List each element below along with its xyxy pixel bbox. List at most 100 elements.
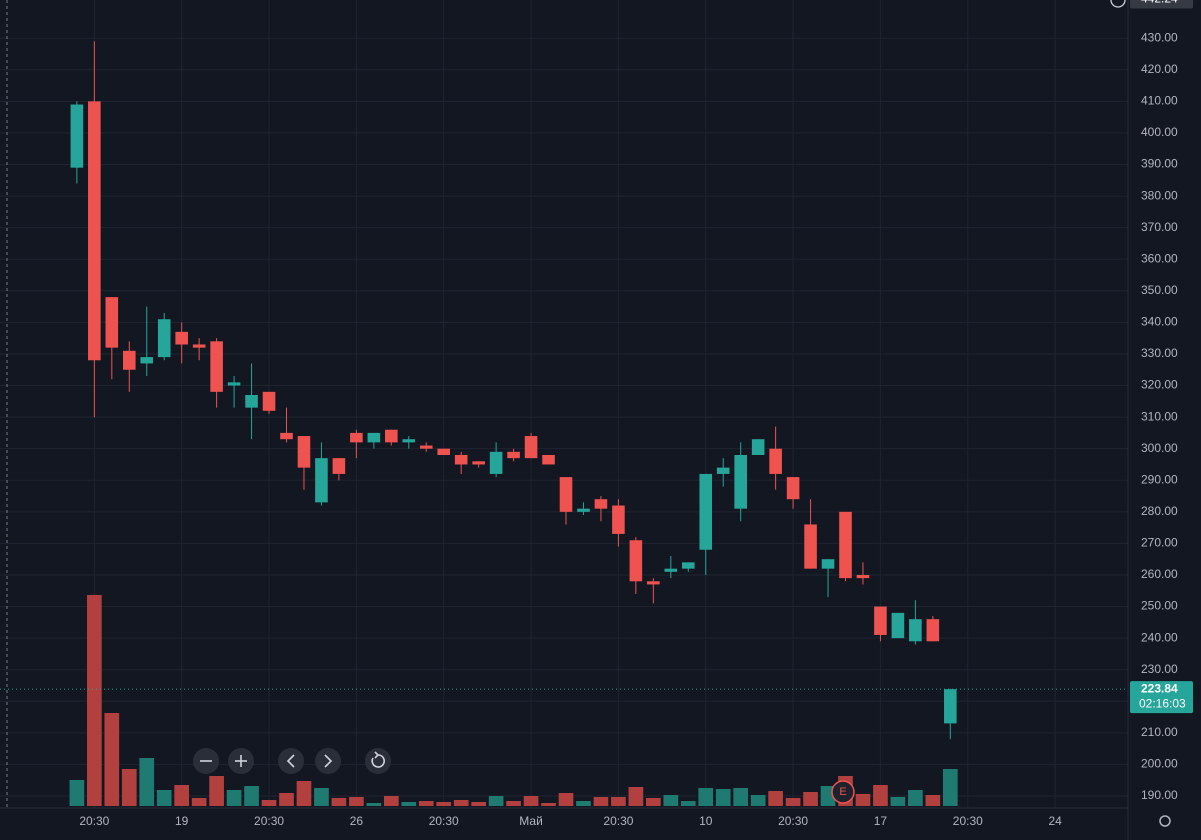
candle-body	[734, 454, 747, 509]
earnings-label: E	[839, 786, 846, 798]
volume-bar	[209, 776, 224, 806]
candle-body	[786, 477, 800, 500]
reset-button[interactable]	[365, 748, 391, 774]
volume-bar	[873, 785, 888, 806]
x-tick-label: 17	[874, 814, 888, 828]
x-tick-label: 24	[1048, 814, 1062, 828]
y-tick-label: 280.00	[1141, 504, 1178, 518]
volume-bar	[558, 793, 574, 806]
volume-bar	[296, 781, 312, 806]
candle-body	[437, 448, 451, 455]
y-tick-label: 340.00	[1141, 315, 1178, 329]
volume-bar	[104, 713, 120, 806]
candle-body	[227, 382, 241, 386]
y-tick-label: 290.00	[1141, 472, 1178, 486]
reset-icon	[371, 754, 385, 768]
candle-body	[681, 562, 695, 569]
volume-bar	[680, 801, 696, 806]
volume-bar	[156, 790, 172, 806]
scroll-right-button[interactable]	[315, 748, 341, 774]
candle-body	[612, 505, 625, 534]
candle-body	[909, 619, 922, 642]
volume-bar	[174, 785, 190, 806]
y-tick-label: 330.00	[1141, 346, 1178, 360]
settings-button[interactable]	[1159, 815, 1171, 827]
y-tick-label: 320.00	[1141, 378, 1178, 392]
candle-body	[402, 439, 416, 443]
volume-bar	[803, 792, 818, 806]
candle-body	[472, 461, 485, 465]
candle-body	[192, 344, 206, 348]
x-tick-label: 20:30	[603, 814, 633, 828]
last-price-label: 223.84	[1141, 681, 1178, 695]
candle-body	[664, 568, 678, 572]
y-tick-label: 380.00	[1141, 188, 1178, 202]
candle-body	[105, 297, 119, 348]
volume-bar	[925, 795, 941, 806]
x-tick-label: 10	[699, 814, 713, 828]
volume-bar	[855, 794, 871, 806]
y-tick-label: 310.00	[1141, 409, 1178, 423]
candle-body	[262, 391, 276, 411]
add-button[interactable]	[1110, 0, 1126, 8]
y-tick-label: 360.00	[1141, 251, 1178, 265]
earnings-marker[interactable]	[831, 780, 855, 804]
volume-bar	[401, 802, 417, 806]
volume-bar	[418, 801, 434, 806]
x-tick-label: 20:30	[79, 814, 109, 828]
volume-bar	[523, 796, 539, 806]
volume-bar	[942, 769, 958, 806]
candle-body	[559, 477, 573, 512]
y-tick-label: 410.00	[1141, 94, 1178, 108]
candle-body	[507, 451, 520, 459]
volume-bar	[69, 780, 85, 806]
y-tick-label: 370.00	[1141, 220, 1178, 234]
volume-bar	[646, 798, 661, 806]
y-tick-label: 270.00	[1141, 536, 1178, 550]
candle-body	[280, 432, 293, 440]
candle-body	[577, 508, 590, 512]
candle-body	[140, 357, 154, 364]
volume-bar	[121, 769, 137, 806]
candle-body	[385, 429, 398, 443]
volume-bar	[436, 802, 452, 806]
candle-body	[926, 619, 940, 642]
y-tick-label: 260.00	[1141, 567, 1178, 581]
candle-body	[122, 350, 136, 370]
candle-body	[699, 473, 713, 550]
crosshair-price-box	[1130, 0, 1193, 9]
y-tick-label: 390.00	[1141, 157, 1178, 171]
volume-bar	[541, 803, 556, 806]
volume-bar	[87, 595, 102, 806]
candle-body	[751, 439, 765, 455]
volume-bar	[663, 795, 679, 806]
candle-body	[716, 467, 730, 474]
reset-icon	[374, 751, 380, 759]
volume-bar	[785, 798, 801, 806]
volume-bar	[576, 801, 591, 806]
volume-layer	[69, 595, 958, 806]
x-tick-label: 26	[350, 814, 364, 828]
volume-bar	[715, 789, 731, 806]
y-tick-label: 250.00	[1141, 599, 1178, 613]
scroll-left-button[interactable]	[278, 748, 304, 774]
y-tick-label: 300.00	[1141, 441, 1178, 455]
volume-bar	[349, 797, 364, 806]
y-tick-label: 430.00	[1141, 30, 1178, 44]
volume-bar	[506, 801, 521, 806]
candle-body	[891, 612, 905, 639]
y-tick-label: 240.00	[1141, 630, 1178, 644]
volume-bar	[488, 796, 504, 806]
volume-bar	[628, 787, 644, 806]
last-price-box	[1130, 681, 1193, 714]
volume-bar	[383, 796, 399, 806]
candle-body	[157, 319, 171, 358]
axes: 190.00200.00210.00220.00230.00240.00250.…	[79, 30, 1178, 828]
candle-body	[210, 341, 223, 392]
candle-body	[804, 524, 817, 569]
volume-bar	[611, 797, 626, 806]
grid	[0, 0, 1128, 808]
x-tick-label: 20:30	[429, 814, 459, 828]
volume-bar	[750, 795, 766, 806]
candle-body	[419, 445, 433, 449]
